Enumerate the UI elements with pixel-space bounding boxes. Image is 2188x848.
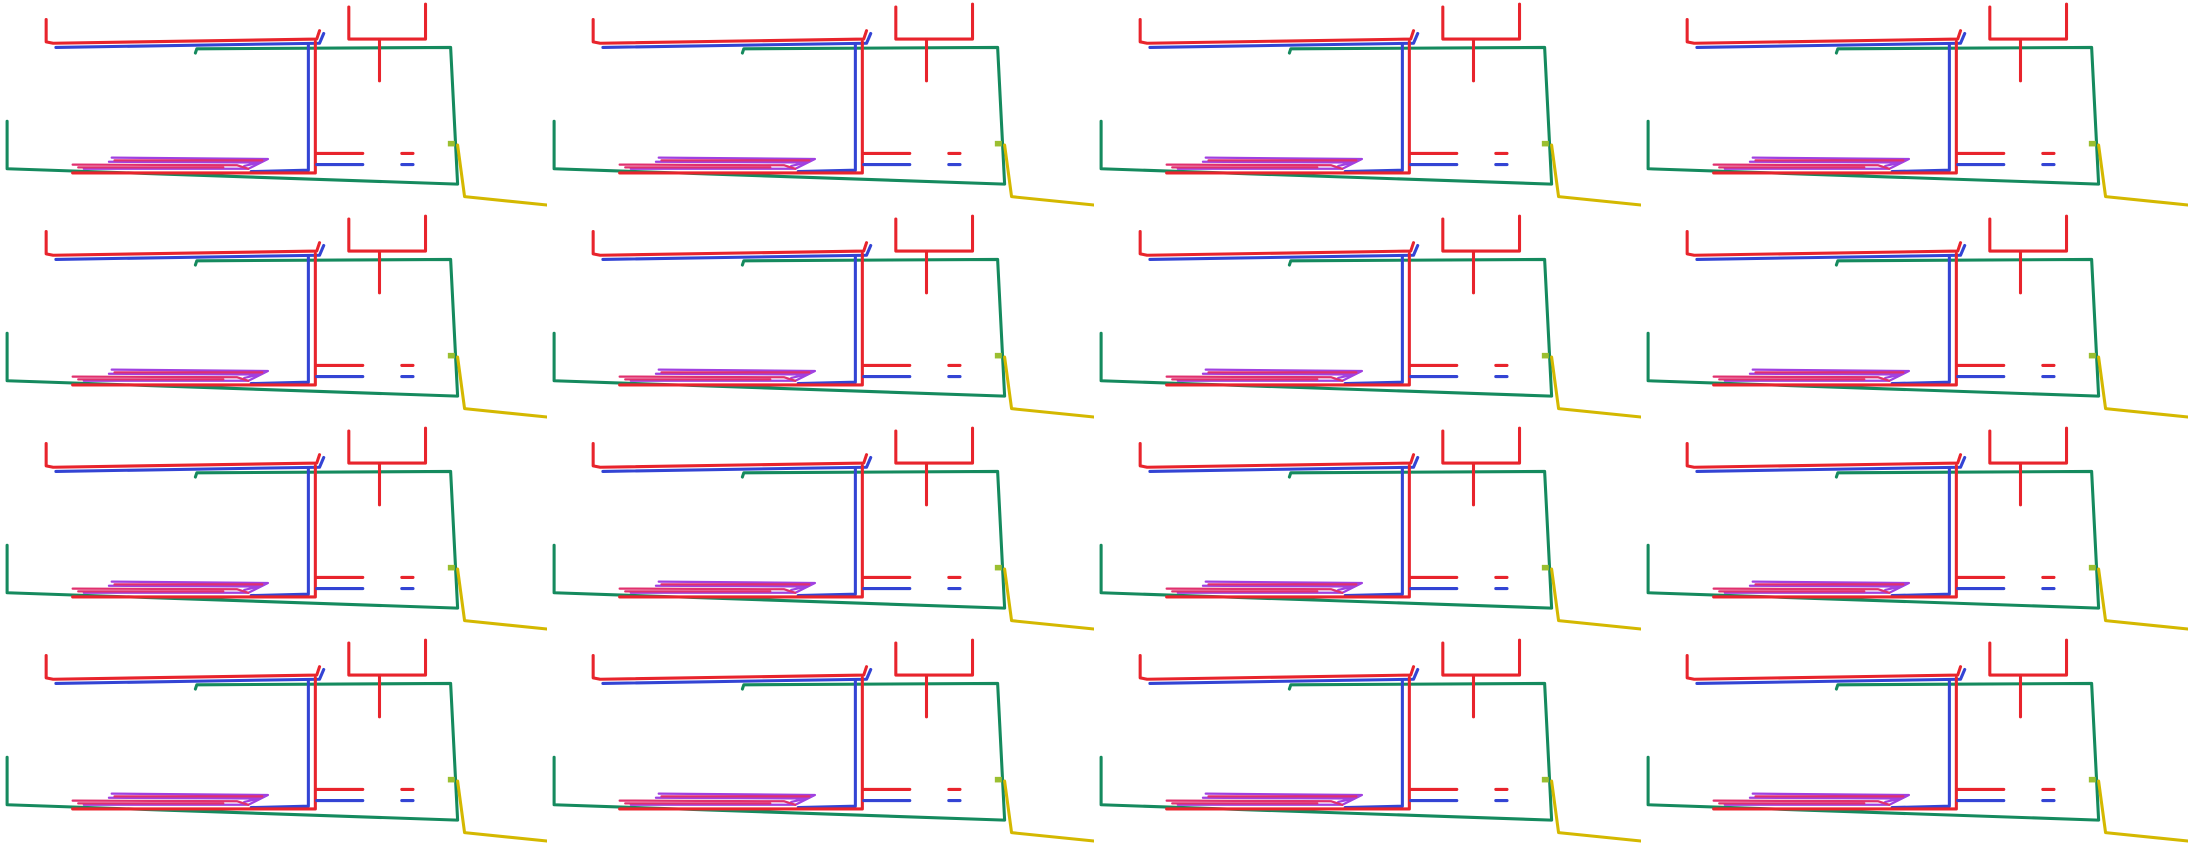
pipe-tile [552, 638, 1094, 843]
pipe-tile [5, 426, 547, 631]
pipe-tile [552, 426, 1094, 631]
pipe-tile [5, 214, 547, 419]
tile-grid [5, 2, 2188, 843]
pipe-tile [1099, 638, 1641, 843]
pipe-tile [5, 2, 547, 207]
pipe-tile [5, 638, 547, 843]
pipe-tile [1646, 426, 2188, 631]
pipe-tile [1646, 214, 2188, 419]
pipe-tile [1646, 638, 2188, 843]
pipe-tile [1099, 426, 1641, 631]
pipe-tile [1099, 2, 1641, 207]
pipe-tile [552, 2, 1094, 207]
pipe-tile [1099, 214, 1641, 419]
pipe-tile [1646, 2, 2188, 207]
pipe-tile [552, 214, 1094, 419]
